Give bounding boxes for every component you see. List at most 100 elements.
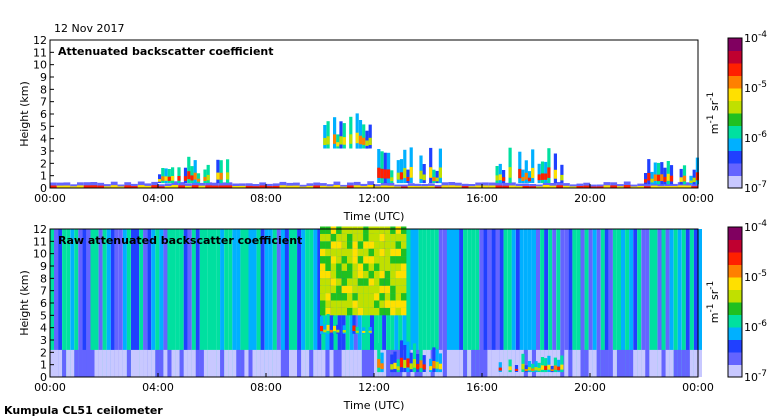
- colorbar-swatch: [728, 227, 742, 240]
- noise-bright: [352, 233, 358, 242]
- y-tick-label: 0: [40, 182, 47, 195]
- noise-column: [151, 229, 156, 377]
- cloud-core: [689, 180, 693, 183]
- noise-lowlevel: [426, 349, 431, 377]
- noise-bright: [368, 226, 374, 234]
- noise-bright: [379, 248, 385, 257]
- noise-bright: [379, 233, 385, 242]
- noise-bright: [341, 300, 347, 308]
- noise-column: [414, 229, 419, 377]
- noise-column: [216, 229, 221, 377]
- aerosol-layer: [347, 182, 354, 188]
- aerosol-layer: [104, 184, 111, 188]
- aerosol-layer: [394, 184, 402, 188]
- cloud-edge: [206, 164, 210, 183]
- noise-column: [426, 229, 431, 377]
- aerosol-layer: [367, 181, 375, 188]
- aerosol-layer: [529, 184, 537, 188]
- noise-column: [410, 229, 415, 377]
- noise-lowlevel: [98, 349, 103, 377]
- colorbar-swatch: [728, 364, 742, 378]
- noise-bright: [357, 278, 364, 286]
- cloud-edge: [553, 153, 557, 184]
- noise-bright: [341, 241, 347, 249]
- noise-lowlevel: [568, 349, 573, 377]
- cloud-core: [547, 364, 551, 370]
- noise-lowlevel: [297, 349, 302, 377]
- aerosol-layer: [475, 182, 483, 188]
- cloud-edge: [326, 314, 330, 334]
- noise-column: [600, 229, 605, 377]
- aerosol-layer: [569, 184, 577, 188]
- cloud-edge: [409, 352, 413, 372]
- colorbar-frame: [727, 37, 743, 189]
- noise-column: [203, 229, 208, 377]
- cloud-edge: [342, 325, 346, 334]
- cloud-edge: [432, 347, 436, 372]
- cloud-core: [508, 366, 512, 371]
- x-tick-label: 00:00: [34, 192, 66, 205]
- noise-bright: [325, 278, 331, 286]
- noise-column: [90, 229, 95, 377]
- noise-bright: [384, 278, 391, 286]
- cloud-edge: [438, 148, 442, 184]
- cloud-core: [333, 134, 337, 144]
- cloud-edge: [657, 162, 661, 185]
- aerosol-layer: [83, 182, 91, 188]
- cloud-edge: [422, 355, 426, 372]
- aerosol-layer: [131, 183, 138, 188]
- aerosol-layer: [536, 184, 543, 188]
- aerosol-core: [596, 186, 604, 188]
- cloud-edge: [358, 120, 363, 149]
- cloud-core: [193, 172, 197, 180]
- y-tick-label: 5: [40, 120, 47, 133]
- colorbar-raw: 10-4 10-5 10-6 10-7 m-1 sr-1: [706, 219, 767, 384]
- aerosol-layer: [637, 183, 645, 188]
- aerosol-core: [677, 185, 685, 188]
- noise-column: [252, 229, 257, 377]
- noise-column: [70, 229, 75, 377]
- aerosol-core: [583, 185, 591, 188]
- aerosol-layer: [97, 182, 105, 188]
- cloud-edge: [560, 164, 564, 183]
- noise-column: [422, 229, 427, 377]
- aerosol-layer: [502, 182, 510, 188]
- noise-bright: [352, 300, 358, 308]
- axes-raw: 00:00 04:00 08:00 12:00 16:00 20:00 00:0001234…: [33, 223, 714, 394]
- noise-bright: [384, 248, 391, 257]
- noise-bright: [363, 270, 369, 279]
- aerosol-layer: [326, 184, 334, 188]
- y-tick-label: 12: [33, 34, 47, 47]
- cloud-core: [368, 137, 372, 145]
- aerosol-core: [549, 185, 557, 188]
- noise-column: [548, 229, 553, 377]
- aerosol-core: [77, 185, 84, 188]
- cloud-edge: [644, 173, 648, 185]
- noise-bright: [363, 241, 369, 249]
- noise-bright: [390, 278, 396, 286]
- cloud-edge: [560, 355, 564, 373]
- cloud-edge: [524, 365, 528, 373]
- colorbar-swatch: [728, 63, 742, 76]
- noise-bright: [401, 263, 407, 271]
- noise-bright: [390, 241, 396, 249]
- noise-column: [280, 229, 285, 377]
- noise-lowlevel: [70, 349, 75, 377]
- noise-bright: [325, 226, 331, 234]
- cloud-core: [323, 329, 327, 333]
- aerosol-core: [63, 185, 71, 188]
- noise-column: [244, 229, 249, 377]
- y-tick-label: 10: [33, 248, 47, 261]
- y-tick-label: 9: [40, 260, 47, 273]
- noise-lowlevel: [118, 349, 123, 377]
- noise-bright: [347, 233, 353, 242]
- noise-bright: [330, 307, 337, 316]
- noise-bright: [336, 307, 342, 316]
- noise-lowlevel: [224, 349, 229, 377]
- cloud-core: [320, 325, 324, 332]
- noise-lowlevel: [131, 349, 135, 377]
- cloud-edge: [550, 365, 554, 373]
- noise-column: [495, 229, 500, 377]
- aerosol-core: [313, 185, 321, 188]
- cloud-core: [183, 176, 188, 181]
